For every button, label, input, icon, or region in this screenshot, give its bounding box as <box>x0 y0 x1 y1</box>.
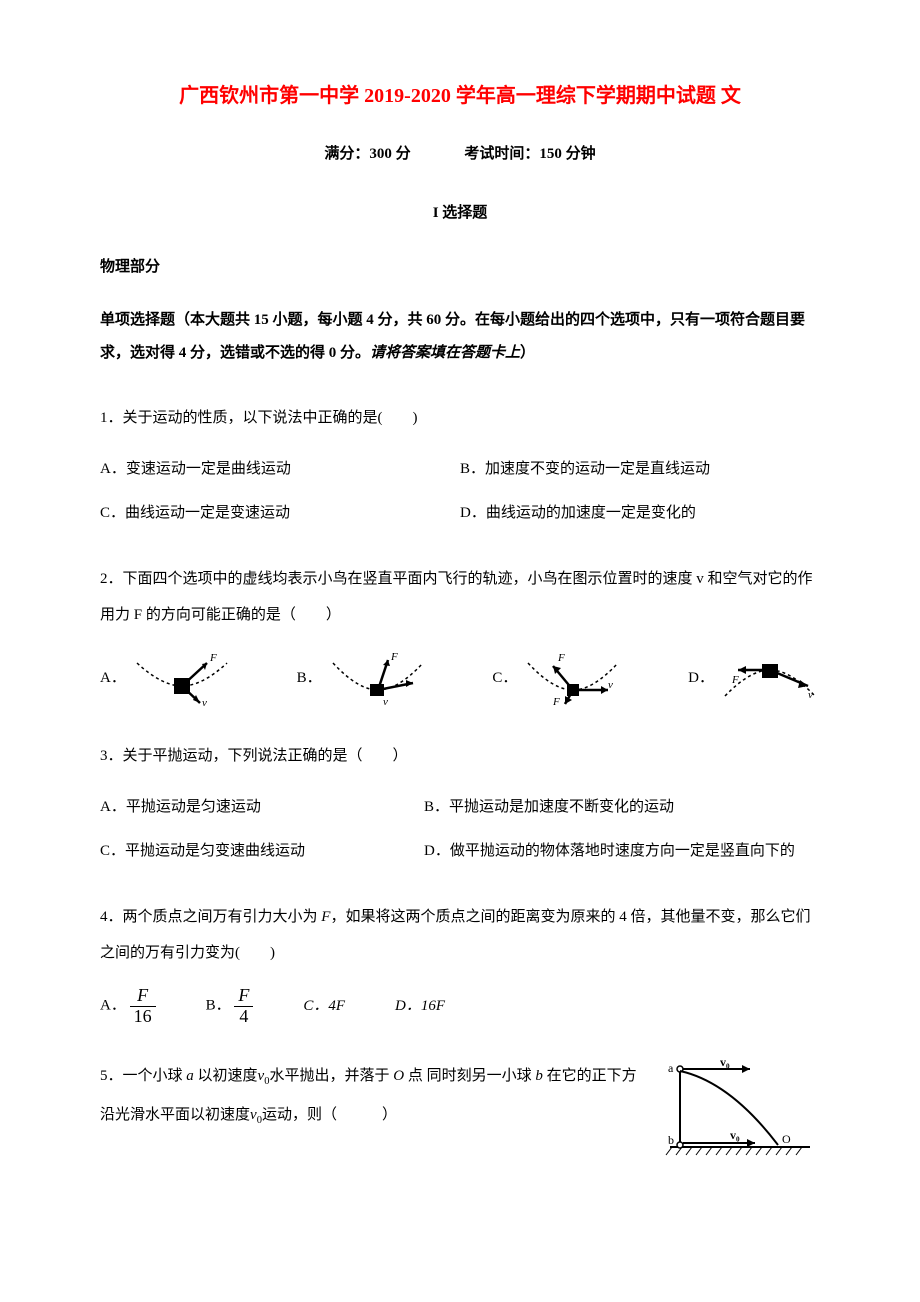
q4-c-text: C．4F <box>303 998 345 1014</box>
q5-ovar: O <box>393 1068 404 1084</box>
page-title: 广西钦州市第一中学 2019-2020 学年高一理综下学期期中试题 文 <box>100 80 820 112</box>
question-3: 3．关于平抛运动，下列说法正确的是（ ） A．平抛运动是匀速运动 B．平抛运动是… <box>100 738 820 869</box>
q1-option-c: C．曲线运动一定是变速运动 <box>100 495 460 531</box>
q2-label-b: B． <box>297 660 322 696</box>
q2-options-row: A． F v B． F v <box>100 648 820 708</box>
svg-text:v: v <box>383 696 388 708</box>
q5-avar: a <box>186 1068 194 1084</box>
q3-option-c: C．平抛运动是匀变速曲线运动 <box>100 833 424 869</box>
subject-header: 物理部分 <box>100 255 820 279</box>
q5-p2: 以初速度 <box>194 1068 258 1084</box>
q4-stem-p1: 4．两个质点之间万有引力大小为 <box>100 909 321 925</box>
svg-text:F: F <box>557 652 565 664</box>
q3-option-d: D．做平抛运动的物体落地时速度方向一定是竖直向下的 <box>424 833 820 869</box>
svg-text:v: v <box>202 697 207 708</box>
instructions: 单项选择题（本大题共 15 小题，每小题 4 分，共 60 分。在每小题给出的四… <box>100 304 820 370</box>
q1-option-b: B．加速度不变的运动一定是直线运动 <box>460 451 820 487</box>
question-1: 1．关于运动的性质，以下说法中正确的是( ) A．变速运动一定是曲线运动 B．加… <box>100 400 820 531</box>
instructions-italic: 请将答案填在答题卡上 <box>370 345 520 361</box>
q4-b-num: F <box>234 986 253 1007</box>
q4-option-a: A． F 16 <box>100 986 156 1027</box>
q4-stem: 4．两个质点之间万有引力大小为 F，如果将这两个质点之间的距离变为原来的 4 倍… <box>100 899 820 971</box>
q2-label-d: D． <box>688 660 714 696</box>
q4-a-label: A． <box>100 998 126 1014</box>
q3-option-b: B．平抛运动是加速度不断变化的运动 <box>424 789 820 825</box>
q5-diagram: a v₀ b <box>660 1057 820 1167</box>
svg-text:O: O <box>782 1132 791 1146</box>
instructions-close: ） <box>520 345 535 361</box>
svg-text:v₀: v₀ <box>730 1128 740 1142</box>
question-2: 2．下面四个选项中的虚线均表示小鸟在竖直平面内飞行的轨迹，小鸟在图示位置时的速度… <box>100 561 820 708</box>
svg-text:v₀: v₀ <box>720 1057 730 1069</box>
full-score: 满分：300 分 <box>324 146 410 162</box>
q4-option-b: B． F 4 <box>206 986 254 1027</box>
q5-stem: 5．一个小球 a 以初速度v0水平抛出，并落于 O 点 同时刻另一小球 b 在它… <box>100 1057 640 1135</box>
q1-stem: 1．关于运动的性质，以下说法中正确的是( ) <box>100 400 820 436</box>
section-header: I 选择题 <box>100 201 820 225</box>
svg-text:b: b <box>668 1133 674 1147</box>
q5-v02: v <box>250 1107 257 1123</box>
q3-option-a: A．平抛运动是匀速运动 <box>100 789 424 825</box>
svg-text:F: F <box>552 696 560 708</box>
q5-p6: 运动，则（ ） <box>262 1107 397 1123</box>
q5-p4: 点 同时刻另一小球 <box>404 1068 535 1084</box>
q2-diagram-b: F v <box>328 648 428 708</box>
q2-diagram-a: F v <box>132 648 232 708</box>
q2-diagram-c: F v F <box>523 648 623 708</box>
q1-option-d: D．曲线运动的加速度一定是变化的 <box>460 495 820 531</box>
svg-text:v: v <box>608 679 613 691</box>
q1-option-a: A．变速运动一定是曲线运动 <box>100 451 460 487</box>
q2-label-c: C． <box>492 660 517 696</box>
question-5: 5．一个小球 a 以初速度v0水平抛出，并落于 O 点 同时刻另一小球 b 在它… <box>100 1057 820 1167</box>
q2-diagram-d: F v <box>720 648 820 708</box>
svg-text:v: v <box>808 689 813 701</box>
q4-a-den: 16 <box>130 1007 156 1027</box>
q5-p3: 水平抛出，并落于 <box>269 1068 393 1084</box>
q4-option-c: C．4F <box>303 988 345 1024</box>
svg-text:a: a <box>668 1061 674 1075</box>
question-4: 4．两个质点之间万有引力大小为 F，如果将这两个质点之间的距离变为原来的 4 倍… <box>100 899 820 1027</box>
q4-b-label: B． <box>206 998 231 1014</box>
svg-text:F: F <box>209 652 217 664</box>
q4-d-text: D．16F <box>395 998 445 1014</box>
svg-text:F: F <box>390 651 398 663</box>
q4-a-num: F <box>130 986 156 1007</box>
q3-stem: 3．关于平抛运动，下列说法正确的是（ ） <box>100 738 820 774</box>
exam-time: 考试时间：150 分钟 <box>464 146 595 162</box>
exam-meta: 满分：300 分 考试时间：150 分钟 <box>100 142 820 166</box>
q4-option-d: D．16F <box>395 988 445 1024</box>
svg-text:F: F <box>731 674 739 686</box>
q2-label-a: A． <box>100 660 126 696</box>
q4-b-den: 4 <box>234 1007 253 1027</box>
q5-p1: 5．一个小球 <box>100 1068 186 1084</box>
q2-stem: 2．下面四个选项中的虚线均表示小鸟在竖直平面内飞行的轨迹，小鸟在图示位置时的速度… <box>100 561 820 633</box>
q5-bvar: b <box>535 1068 543 1084</box>
